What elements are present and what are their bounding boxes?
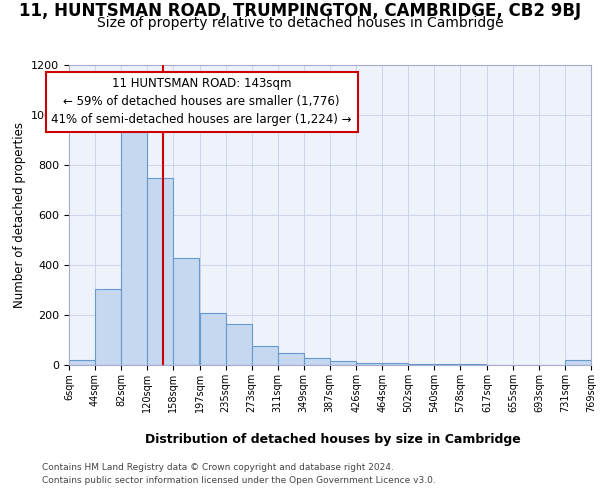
Bar (95, 289, 121, 365)
Bar (173, 258, 199, 365)
Bar (539, 364, 565, 365)
Bar (278, 352, 304, 365)
Bar (226, 324, 251, 365)
Bar (251, 346, 278, 365)
Bar (356, 362, 382, 365)
Bar (460, 364, 487, 365)
Text: Contains HM Land Registry data © Crown copyright and database right 2024.: Contains HM Land Registry data © Crown c… (42, 462, 394, 471)
Bar (382, 363, 409, 365)
Bar (513, 364, 539, 365)
Bar (304, 358, 329, 365)
Bar (147, 178, 173, 365)
Bar (434, 364, 460, 365)
Text: 11 HUNTSMAN ROAD: 143sqm
← 59% of detached houses are smaller (1,776)
41% of sem: 11 HUNTSMAN ROAD: 143sqm ← 59% of detach… (52, 78, 352, 126)
Text: Distribution of detached houses by size in Cambridge: Distribution of detached houses by size … (145, 432, 521, 446)
Bar (565, 360, 591, 365)
Bar (487, 364, 513, 365)
Bar (329, 361, 356, 365)
Bar (409, 364, 434, 365)
Text: Size of property relative to detached houses in Cambridge: Size of property relative to detached ho… (97, 16, 503, 30)
Y-axis label: Number of detached properties: Number of detached properties (13, 122, 26, 308)
Bar (69, 360, 95, 365)
Bar (200, 312, 226, 365)
Text: 11, HUNTSMAN ROAD, TRUMPINGTON, CAMBRIDGE, CB2 9BJ: 11, HUNTSMAN ROAD, TRUMPINGTON, CAMBRIDG… (19, 2, 581, 21)
Text: Contains public sector information licensed under the Open Government Licence v3: Contains public sector information licen… (42, 476, 436, 485)
Bar (121, 122, 147, 365)
